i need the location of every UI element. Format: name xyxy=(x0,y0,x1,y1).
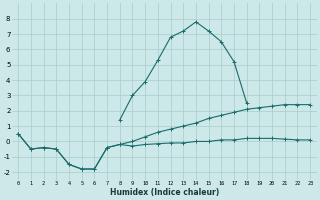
X-axis label: Humidex (Indice chaleur): Humidex (Indice chaleur) xyxy=(109,188,219,197)
